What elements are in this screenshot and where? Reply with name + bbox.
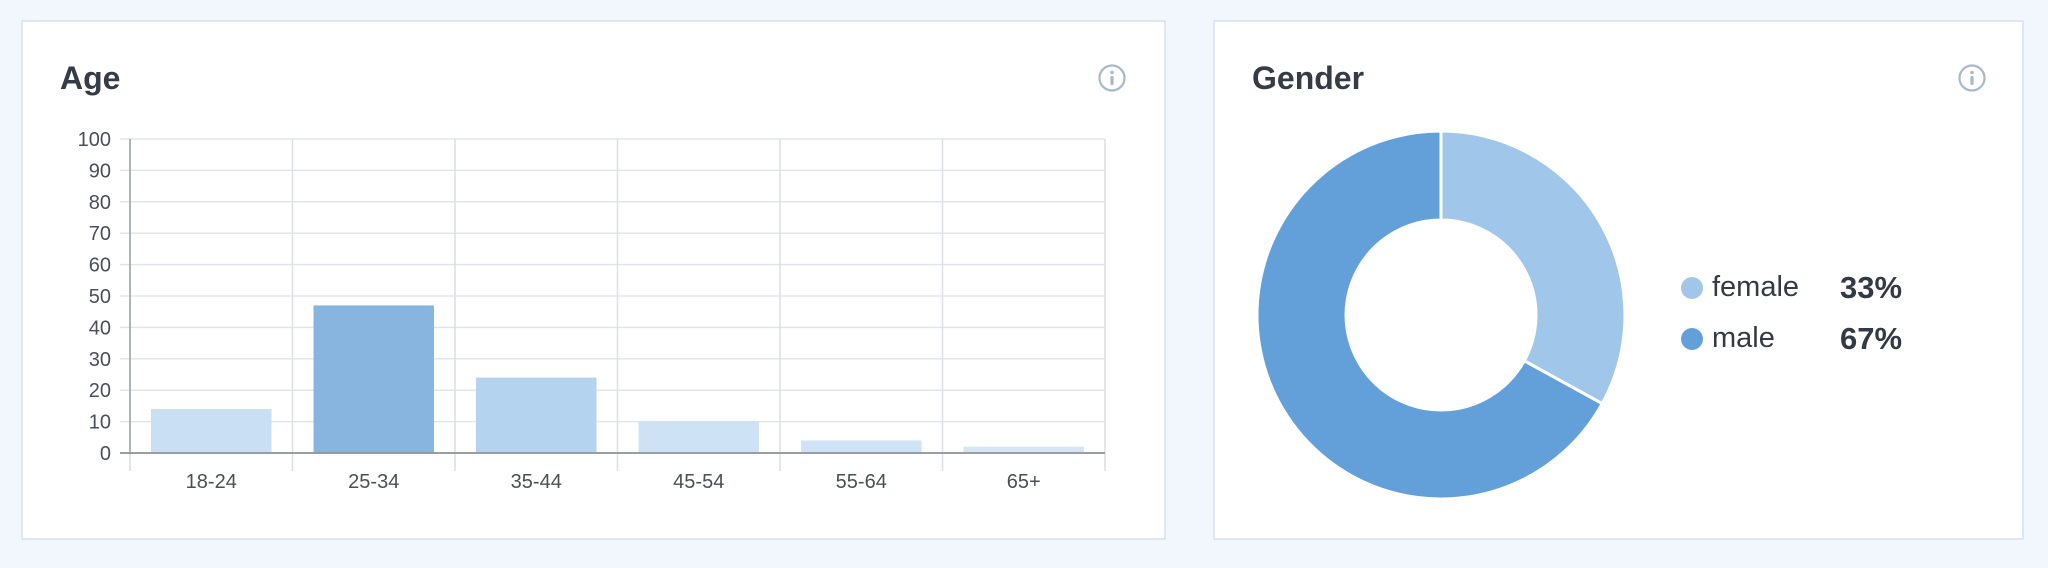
y-tick-label: 10 xyxy=(89,412,111,434)
x-tick-label: 45-54 xyxy=(673,471,724,493)
x-tick-label: 18-24 xyxy=(186,471,237,493)
legend-label-male: male xyxy=(1712,322,1775,354)
age-bar-chart: 0 10 20 30 40 50 60 70 80 90 100 18-24 25-34 35-44 45-… xyxy=(78,129,1106,493)
x-tick-label: 65+ xyxy=(1007,471,1041,493)
slice-male[interactable] xyxy=(1255,129,1605,501)
bar-45-54[interactable] xyxy=(638,421,760,453)
legend-item-female[interactable]: female 33% xyxy=(1681,262,1902,313)
bar-35-44[interactable] xyxy=(476,377,597,453)
bar-65+[interactable] xyxy=(963,446,1085,453)
y-tick-label: 100 xyxy=(78,129,111,151)
y-tick-label: 50 xyxy=(89,286,111,308)
legend-label-female: female xyxy=(1712,271,1800,303)
legend-dot-male xyxy=(1681,327,1703,350)
x-tick-label: 25-34 xyxy=(348,471,399,493)
y-tick-label: 0 xyxy=(100,443,111,465)
legend-value-female: 33% xyxy=(1840,269,1903,305)
gender-donut-chart xyxy=(1255,129,1627,501)
legend-dot-female xyxy=(1681,276,1703,299)
bar-25-34[interactable] xyxy=(313,305,435,453)
y-tick-label: 20 xyxy=(89,380,111,402)
gender-title: Gender xyxy=(1252,60,1365,96)
y-tick-label: 60 xyxy=(89,255,111,277)
legend-item-male[interactable]: male 67% xyxy=(1681,313,1902,364)
bar-18-24[interactable] xyxy=(151,409,272,453)
gender-card: Gender female 33% male 67% xyxy=(1213,20,2024,540)
y-tick-label: 90 xyxy=(89,160,111,182)
info-icon[interactable] xyxy=(1097,63,1127,93)
y-tick-label: 70 xyxy=(89,223,111,245)
x-tick-label: 35-44 xyxy=(511,471,562,493)
y-tick-label: 80 xyxy=(89,192,111,214)
y-tick-label: 40 xyxy=(89,317,111,339)
y-tick-label: 30 xyxy=(89,349,111,371)
x-tick-label: 55-64 xyxy=(836,471,887,493)
legend-value-male: 67% xyxy=(1840,320,1903,356)
slice-female[interactable] xyxy=(1439,129,1627,406)
info-icon[interactable] xyxy=(1957,63,1987,93)
bar-55-64[interactable] xyxy=(801,440,922,453)
age-title: Age xyxy=(60,60,121,96)
gender-legend: female 33% male 67% xyxy=(1681,262,1902,364)
age-card: Age 0 10 20 30 40 50 60 70 80 90 100 18-24 25-34 35-4… xyxy=(21,20,1166,540)
